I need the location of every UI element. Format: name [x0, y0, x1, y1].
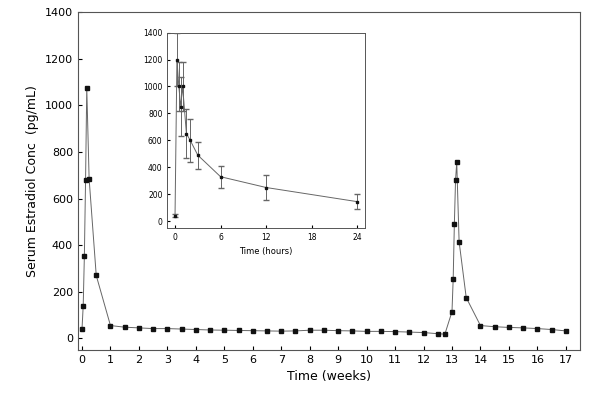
- X-axis label: Time (weeks): Time (weeks): [287, 370, 371, 383]
- Y-axis label: Serum Estradiol Conc  (pg/mL): Serum Estradiol Conc (pg/mL): [26, 85, 39, 277]
- X-axis label: Time (hours): Time (hours): [239, 247, 293, 256]
